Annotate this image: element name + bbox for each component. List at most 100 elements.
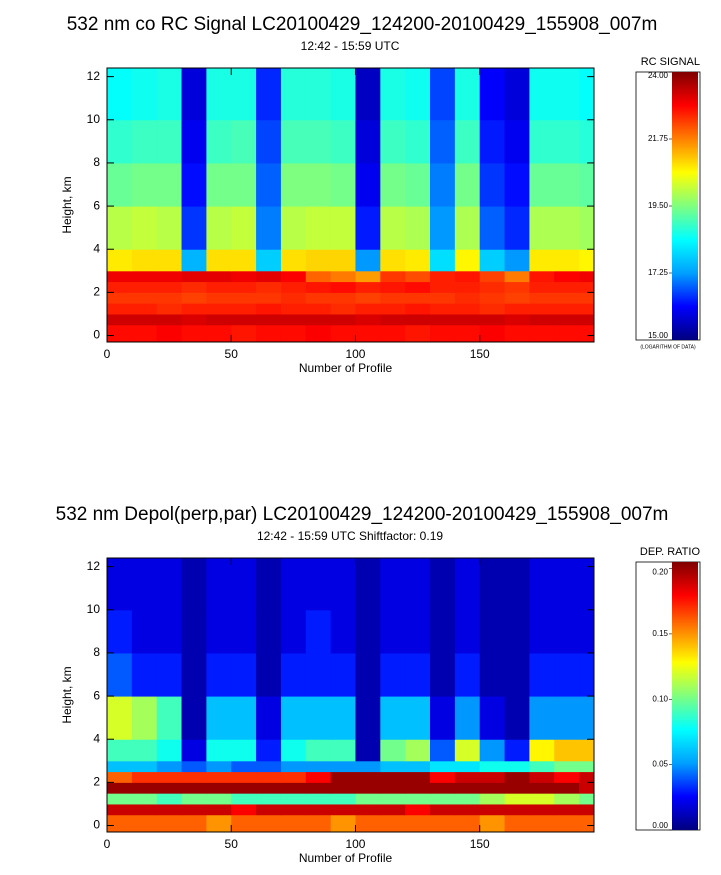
heatmap-cell: [206, 652, 232, 697]
heatmap-cell: [405, 760, 431, 773]
heatmap-cell: [405, 793, 431, 805]
heatmap-cell: [107, 303, 133, 315]
heatmap-cell: [231, 324, 257, 343]
heatmap-cell: [355, 119, 381, 164]
heatmap-cell: [181, 303, 207, 315]
heatmap-cell: [479, 739, 506, 762]
heatmap-cell: [256, 558, 282, 611]
heatmap-cell: [554, 793, 580, 805]
y-tick-label: 12: [87, 69, 101, 83]
heatmap-cell: [231, 696, 257, 740]
heatmap-cell: [430, 270, 456, 283]
heatmap-cell: [405, 162, 431, 207]
heatmap-cell: [131, 270, 158, 283]
heatmap-cell: [504, 292, 530, 304]
heatmap-cell: [355, 206, 381, 250]
heatmap-cell: [107, 249, 133, 272]
heatmap-cell: [305, 119, 332, 164]
heatmap-cell: [430, 68, 456, 121]
heatmap-cell: [280, 119, 307, 164]
heatmap-cell: [206, 68, 232, 121]
heatmap-cell: [305, 281, 332, 293]
heatmap-cell: [554, 814, 580, 833]
heatmap-cell: [330, 249, 356, 272]
colorbar-tick-label: 0.15: [652, 629, 668, 638]
heatmap-cell: [430, 324, 456, 343]
heatmap-cell: [529, 739, 555, 762]
heatmap-cell: [579, 760, 595, 773]
heatmap-cell: [380, 281, 406, 293]
heatmap-cell: [479, 119, 506, 164]
heatmap-cell: [380, 793, 406, 805]
heatmap-cell: [156, 119, 183, 164]
y-tick-label: 8: [93, 155, 100, 169]
heatmap-cell: [256, 119, 282, 164]
heatmap-cell: [405, 206, 431, 250]
heatmap-cell: [579, 782, 595, 794]
heatmap-cell: [330, 303, 356, 315]
heatmap-cell: [554, 696, 580, 740]
heatmap-cell: [280, 324, 307, 343]
heatmap-cell: [380, 249, 406, 272]
heatmap-cell: [579, 249, 595, 272]
heatmap-cell: [181, 313, 207, 326]
heatmap-cell: [330, 771, 356, 783]
heatmap-cell: [305, 696, 332, 740]
heatmap-cell: [554, 119, 580, 164]
heatmap-cell: [330, 609, 356, 654]
heatmap-cell: [355, 313, 381, 326]
heatmap-cell: [554, 324, 580, 343]
heatmap-cell: [131, 609, 158, 654]
heatmap-cell: [280, 814, 307, 833]
heatmap-cell: [355, 739, 381, 762]
heatmap-cell: [430, 782, 456, 794]
heatmap-cell: [405, 313, 431, 326]
heatmap-cell: [107, 609, 133, 654]
colorbar-title: DEP. RATIO: [640, 546, 701, 558]
heatmap-cell: [579, 696, 595, 740]
chart-title: 532 nm co RC Signal LC20100429_124200-20…: [67, 14, 658, 35]
heatmap-cell: [430, 162, 456, 207]
heatmap-cell: [454, 771, 481, 783]
heatmap-cell: [256, 249, 282, 272]
heatmap-cell: [156, 68, 183, 121]
heatmap-cell: [256, 793, 282, 805]
heatmap-cell: [454, 739, 481, 762]
heatmap-cell: [156, 324, 183, 343]
heatmap-cell: [280, 162, 307, 207]
heatmap-cell: [529, 281, 555, 293]
y-tick-label: 4: [93, 241, 100, 255]
heatmap-cell: [405, 609, 431, 654]
x-tick-label: 0: [104, 837, 111, 851]
y-axis-label: Height, km: [60, 176, 74, 233]
heatmap-cell: [430, 249, 456, 272]
heatmap-cell: [131, 206, 158, 250]
heatmap-cell: [206, 292, 232, 304]
heatmap-cell: [479, 782, 506, 794]
heatmap-cell: [454, 760, 481, 773]
heatmap-cell: [256, 803, 282, 816]
heatmap-cell: [280, 652, 307, 697]
heatmap-cell: [554, 558, 580, 611]
heatmap-cell: [181, 292, 207, 304]
colorbar-title: RC SIGNAL: [641, 56, 700, 68]
heatmap-cell: [554, 313, 580, 326]
heatmap-cell: [454, 68, 481, 121]
heatmap-cell: [454, 609, 481, 654]
heatmap-cell: [579, 739, 595, 762]
heatmap-cell: [430, 281, 456, 293]
heatmap-cell: [430, 558, 456, 611]
heatmap-cell: [305, 739, 332, 762]
x-axis-label: Number of Profile: [299, 851, 393, 865]
heatmap-cell: [131, 558, 158, 611]
heatmap-cell: [305, 609, 332, 654]
heatmap-cell: [479, 609, 506, 654]
heatmap-cell: [454, 313, 481, 326]
heatmap-cell: [504, 303, 530, 315]
chart-subtitle: 12:42 - 15:59 UTC Shiftfactor: 0.19: [257, 529, 443, 543]
heatmap-cell: [256, 292, 282, 304]
colorbar-tick-label: 0.00: [652, 821, 668, 830]
heatmap-cell: [529, 68, 555, 121]
heatmap-cell: [405, 814, 431, 833]
heatmap-cell: [554, 771, 580, 783]
